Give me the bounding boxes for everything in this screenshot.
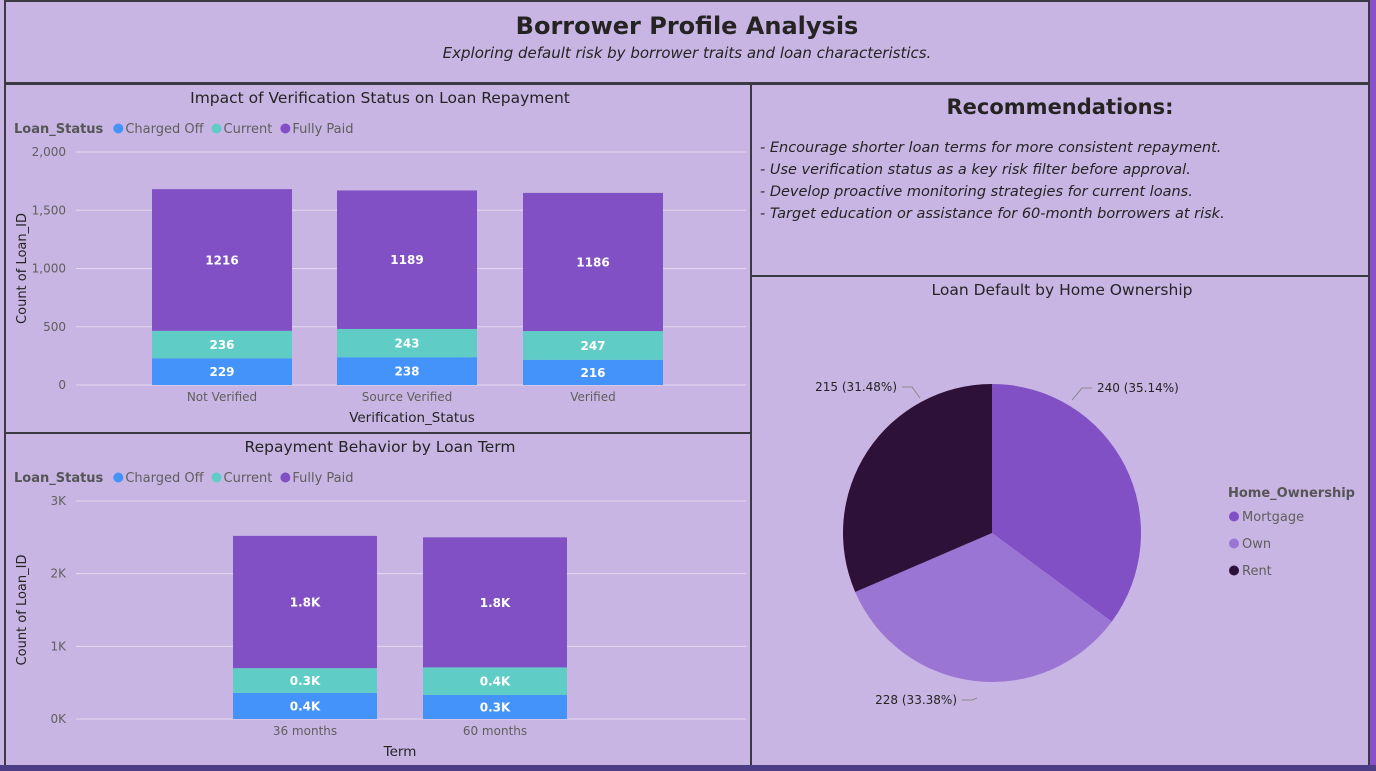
legend-marker [1229,511,1239,522]
data-label: 0.4K [480,675,511,689]
bar-fully-paid [423,537,567,668]
legend-item: Fully Paid [292,471,353,486]
legend-item: Charged Off [125,471,204,486]
leader-line [1071,387,1092,401]
header: Borrower Profile Analysis Exploring defa… [4,0,1370,84]
legend-title: Loan_Status [14,122,104,137]
data-label: 1.8K [290,596,321,610]
legend-item: Rent [1242,564,1272,579]
pie-slice-own [855,533,1112,682]
bar-fully-paid [233,535,377,669]
data-label: 243 [394,337,419,351]
data-label: 1216 [205,253,238,267]
data-label: 1189 [390,253,423,267]
chart-title: Loan Default by Home Ownership [932,281,1193,299]
y-tick-label: 1K [50,639,67,653]
legend-item: Mortgage [1242,510,1304,525]
page-subtitle: Exploring default risk by borrower trait… [442,44,932,62]
legend-title: Loan_Status [14,471,104,486]
bar-charged-off [152,358,292,385]
right-edge [1370,0,1376,771]
leader-line [962,697,978,701]
data-label: 236 [209,338,234,352]
x-tick-label: 60 months [463,724,527,738]
data-label: 1186 [576,255,609,269]
legend-marker [113,472,124,483]
data-label: 0.3K [290,674,321,688]
recommendation-item: - Develop proactive monitoring strategie… [760,184,1193,200]
data-label: 0.3K [480,701,511,715]
verification-status-chart[interactable]: Impact of Verification Status on Loan Re… [4,83,752,434]
data-label: 215 (31.48%) [815,380,897,394]
bar-fully-paid [337,190,477,329]
data-label: 1.8K [480,596,511,610]
bar-charged-off [233,692,377,719]
chart-title: Repayment Behavior by Loan Term [245,438,516,456]
legend-marker [211,123,222,134]
home-ownership-pie-chart[interactable]: Loan Default by Home Ownership 240 (35.14… [750,275,1370,767]
bar-fully-paid [152,189,292,331]
leader-line [902,386,921,399]
chart-title: Impact of Verification Status on Loan Re… [190,89,570,107]
page-title: Borrower Profile Analysis [515,12,859,40]
legend-marker [1229,538,1239,549]
recommendations-panel: Recommendations: - Encourage shorter loa… [750,83,1370,277]
legend-marker [280,123,291,134]
legend-marker [113,123,124,134]
x-axis-label: Term [383,744,417,760]
bar-current [337,328,477,358]
y-tick-label: 0 [58,378,66,392]
x-tick-label: Verified [570,390,616,404]
x-tick-label: 36 months [273,724,337,738]
y-tick-label: 3K [50,494,67,508]
bar-charged-off [423,695,567,719]
bar-fully-paid [523,192,663,332]
y-axis-label: Count of Loan_ID [15,555,30,666]
y-tick-label: 2,000 [32,145,66,159]
data-label: 240 (35.14%) [1097,381,1179,395]
legend-marker [211,472,222,483]
y-tick-label: 2K [50,567,67,581]
y-tick-label: 0K [50,712,67,726]
bar-current [423,667,567,696]
bar-current [152,330,292,359]
pie-slice-mortgage [992,384,1141,622]
y-tick-label: 1,500 [32,203,66,217]
legend-marker [1229,565,1239,576]
loan-term-chart[interactable]: Repayment Behavior by Loan Term Loan_Stat… [4,432,752,767]
bar-current [233,668,377,693]
y-tick-label: 1,000 [32,262,66,276]
bar-charged-off [523,359,663,385]
legend-item: Fully Paid [292,122,353,137]
data-label: 229 [209,365,234,379]
x-tick-label: Not Verified [187,390,257,404]
data-label: 247 [580,339,605,353]
legend-marker [280,472,291,483]
data-label: 228 (33.38%) [875,693,957,707]
recommendation-item: - Use verification status as a key risk … [760,162,1191,178]
pie-slice-rent [843,384,992,592]
legend-item: Charged Off [125,122,204,137]
x-axis-label: Verification_Status [349,410,475,426]
data-label: 216 [580,366,605,380]
legend-item: Own [1242,537,1271,552]
legend-title: Home_Ownership [1228,486,1355,501]
y-axis-label: Count of Loan_ID [15,213,30,324]
data-label: 0.4K [290,699,321,713]
legend-item: Current [224,122,273,137]
recommendations-title: Recommendations: [946,95,1174,119]
x-tick-label: Source Verified [362,390,453,404]
y-tick-label: 500 [43,320,66,334]
recommendation-item: - Encourage shorter loan terms for more … [760,140,1222,156]
bar-current [523,331,663,360]
data-label: 238 [394,365,419,379]
legend-item: Current [224,471,273,486]
recommendation-item: - Target education or assistance for 60-… [760,206,1225,222]
bar-charged-off [337,357,477,385]
bottom-edge [0,765,1376,771]
